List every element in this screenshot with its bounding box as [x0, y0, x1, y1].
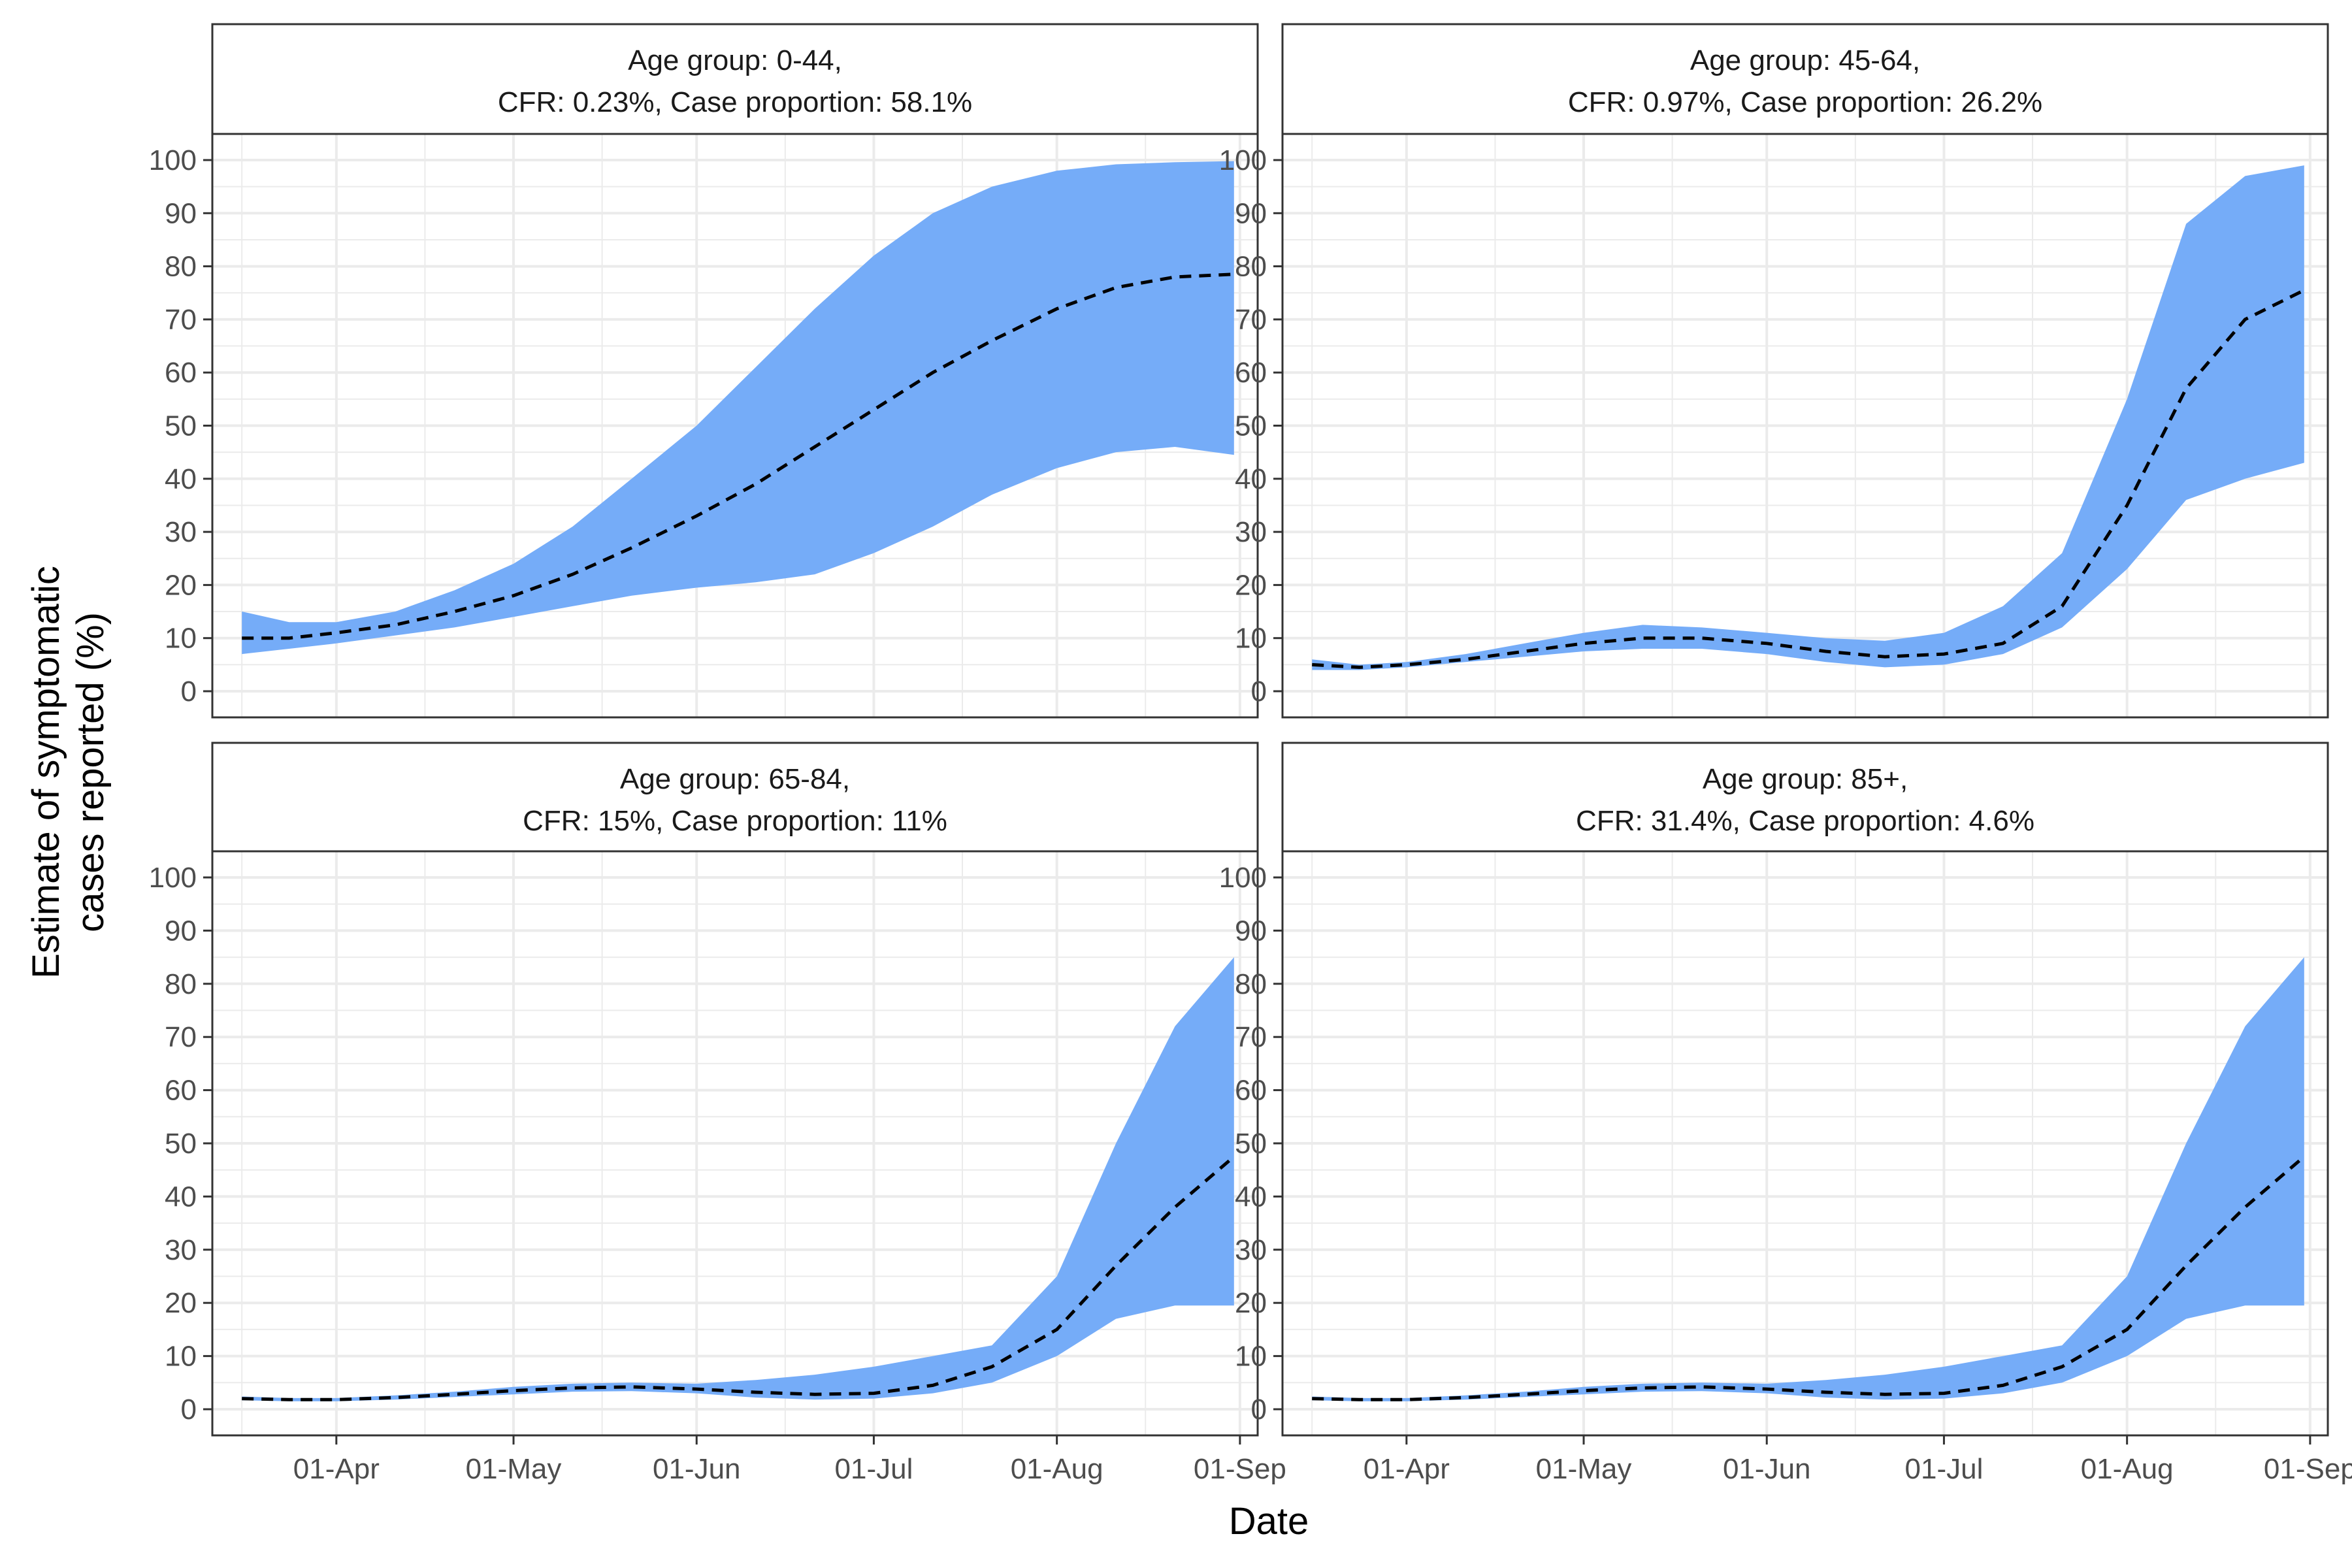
panel-title-line2: CFR: 0.97%, Case proportion: 26.2% — [1568, 86, 2042, 118]
y-tick-label: 10 — [165, 623, 197, 655]
y-tick-label: 30 — [165, 1234, 197, 1266]
x-tick-label: 01-Apr — [1364, 1453, 1450, 1485]
y-tick-label: 80 — [1235, 251, 1267, 283]
panel-title-line2: CFR: 31.4%, Case proportion: 4.6% — [1576, 805, 2034, 837]
y-tick-label: 70 — [1235, 1021, 1267, 1053]
panel-2: Age group: 45-64, CFR: 0.97%, Case propor… — [1219, 23, 2329, 719]
y-tick-label: 20 — [1235, 1287, 1267, 1319]
y-tick-label: 90 — [165, 197, 197, 229]
x-tick-label: 01-Jun — [1723, 1453, 1811, 1485]
panel-title-line1: Age group: 0-44, — [628, 44, 842, 76]
y-tick-label: 90 — [1235, 915, 1267, 947]
y-tick-label: 80 — [165, 251, 197, 283]
y-tick-label: 40 — [1235, 463, 1267, 495]
y-tick-label: 70 — [165, 1021, 197, 1053]
mean-estimate-line — [242, 1155, 1235, 1401]
x-tick-label: 01-Aug — [2081, 1453, 2174, 1485]
x-tick-label: 01-Aug — [1011, 1453, 1103, 1485]
y-tick-label: 0 — [1251, 1394, 1267, 1426]
x-tick-label: 01-Sep — [2264, 1453, 2352, 1485]
y-tick-label: 60 — [1235, 1075, 1267, 1107]
y-tick-label: 30 — [165, 516, 197, 548]
y-tick-label: 40 — [165, 1181, 197, 1213]
y-tick-label: 10 — [165, 1341, 197, 1373]
y-tick-label: 20 — [165, 569, 197, 601]
mean-estimate-line — [1312, 288, 2305, 669]
panel-strip — [1281, 23, 2329, 135]
panel-title-line1: Age group: 65-84, — [620, 763, 850, 795]
y-tick-label: 0 — [181, 676, 197, 708]
panel-title-line1: Age group: 45-64, — [1690, 44, 1920, 76]
y-tick-label: 70 — [165, 304, 197, 336]
y-axis-title-line2: cases reported (%) — [69, 612, 112, 932]
panels: Age group: 0-44, CFR: 0.23%, Case proport… — [149, 23, 2352, 1485]
y-tick-label: 80 — [1235, 968, 1267, 1000]
y-tick-label: 40 — [165, 463, 197, 495]
y-tick-label: 80 — [165, 968, 197, 1000]
panel-1: Age group: 0-44, CFR: 0.23%, Case proport… — [149, 23, 1259, 719]
x-tick-label: 01-May — [466, 1453, 562, 1485]
panel-title-line2: CFR: 0.23%, Case proportion: 58.1% — [498, 86, 972, 118]
x-tick-label: 01-Sep — [1194, 1453, 1286, 1485]
y-tick-label: 90 — [1235, 197, 1267, 229]
x-tick-label: 01-Apr — [293, 1453, 380, 1485]
y-tick-label: 90 — [165, 915, 197, 947]
mean-estimate-line — [1312, 1155, 2306, 1401]
y-tick-label: 50 — [1235, 1128, 1267, 1160]
x-tick-label: 01-Jun — [653, 1453, 741, 1485]
y-tick-label: 60 — [1235, 357, 1267, 389]
x-tick-label: 01-Jul — [835, 1453, 913, 1485]
y-tick-label: 50 — [165, 410, 197, 442]
panel-strip — [1281, 742, 2329, 853]
y-tick-label: 60 — [165, 1075, 197, 1107]
y-tick-label: 0 — [1251, 676, 1267, 708]
y-axis-title-line1: Estimate of symptomatic — [25, 566, 67, 979]
confidence-ribbon — [1312, 165, 2304, 670]
y-tick-label: 10 — [1235, 1341, 1267, 1373]
y-tick-label: 10 — [1235, 623, 1267, 655]
y-tick-label: 20 — [1235, 569, 1267, 601]
panel-4: Age group: 85+, CFR: 31.4%, Case proporti… — [1219, 742, 2352, 1485]
y-tick-label: 70 — [1235, 304, 1267, 336]
x-axis-title: Date — [1229, 1500, 1309, 1543]
y-tick-label: 60 — [165, 357, 197, 389]
y-tick-label: 20 — [165, 1287, 197, 1319]
confidence-ribbon — [242, 161, 1234, 655]
panel-title-line1: Age group: 85+, — [1703, 763, 1908, 795]
mean-estimate-line — [242, 272, 1234, 640]
y-tick-label: 100 — [1219, 144, 1267, 176]
panel-title-line2: CFR: 15%, Case proportion: 11% — [523, 805, 947, 837]
y-tick-label: 40 — [1235, 1181, 1267, 1213]
panel-strip — [211, 742, 1259, 853]
x-tick-label: 01-Jul — [1905, 1453, 1984, 1485]
y-tick-label: 30 — [1235, 1234, 1267, 1266]
y-tick-label: 100 — [149, 862, 197, 894]
y-tick-label: 50 — [165, 1128, 197, 1160]
y-tick-label: 50 — [1235, 410, 1267, 442]
panel-3: Age group: 65-84, CFR: 15%, Case proporti… — [149, 742, 1286, 1485]
y-tick-label: 0 — [181, 1394, 197, 1426]
y-tick-label: 100 — [1219, 862, 1267, 894]
x-tick-label: 01-May — [1536, 1453, 1632, 1485]
panel-strip — [211, 23, 1259, 135]
y-tick-label: 100 — [149, 144, 197, 176]
y-tick-label: 30 — [1235, 516, 1267, 548]
